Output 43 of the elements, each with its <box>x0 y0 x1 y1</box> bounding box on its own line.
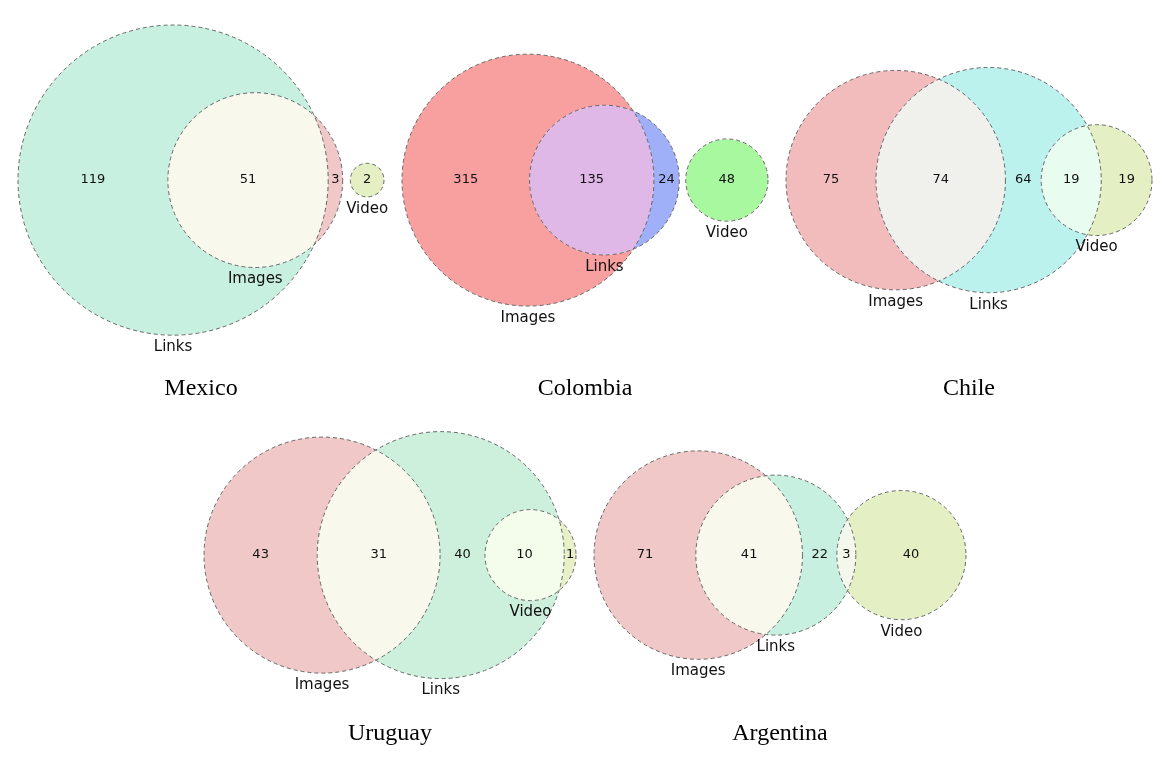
text: Images <box>670 661 726 680</box>
text: Images <box>867 291 923 310</box>
data-label: 315 <box>452 171 478 187</box>
data-label: 43 <box>251 546 269 562</box>
data-label: 51 <box>239 171 256 187</box>
data-label: 75 <box>822 171 839 187</box>
text: Mexico <box>163 373 238 400</box>
text: Links <box>420 680 460 699</box>
text: Video <box>879 621 922 640</box>
text: Colombia <box>537 373 633 400</box>
data-label: 40 <box>902 546 919 562</box>
text: Images <box>294 675 350 694</box>
text: Links <box>153 337 193 356</box>
text: Links <box>584 256 624 275</box>
data-label: 3 <box>841 546 850 562</box>
data-label: 19 <box>1117 171 1135 187</box>
text: Video <box>508 602 552 621</box>
text: Video <box>1075 237 1118 256</box>
data-label: 64 <box>1014 171 1032 187</box>
text: Links <box>968 294 1008 313</box>
data-label: 41 <box>740 546 757 562</box>
text: Video <box>705 223 748 242</box>
data-label: 31 <box>369 546 387 562</box>
data-label: 74 <box>931 171 949 187</box>
data-label: 1 <box>565 546 574 562</box>
data-label: 3 <box>330 171 340 187</box>
text: Argentina <box>731 718 828 745</box>
text: Video <box>345 198 388 217</box>
text: Images <box>227 269 283 288</box>
text: Uruguay <box>347 718 432 745</box>
data-label: 71 <box>636 546 653 562</box>
text: Chile <box>942 373 995 400</box>
data-label: 40 <box>453 546 471 562</box>
data-label: 22 <box>810 546 828 562</box>
data-label: 2 <box>362 171 371 187</box>
data-label: 135 <box>578 171 604 187</box>
data-label: 24 <box>657 171 675 187</box>
data-label: 119 <box>80 171 105 187</box>
data-label: 19 <box>1062 171 1079 187</box>
text: Images <box>500 307 556 326</box>
data-label: 10 <box>515 546 533 562</box>
data-label: 48 <box>718 171 735 187</box>
text: Links <box>756 637 795 655</box>
